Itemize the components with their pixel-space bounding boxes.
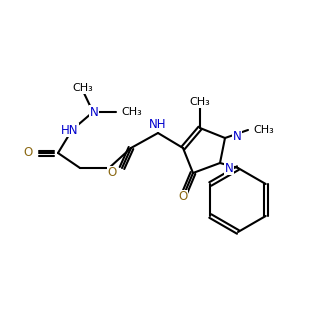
- Text: O: O: [24, 146, 33, 160]
- Text: CH₃: CH₃: [190, 97, 210, 107]
- Text: N: N: [225, 161, 234, 174]
- Text: O: O: [178, 191, 188, 203]
- Text: CH₃: CH₃: [253, 125, 274, 135]
- Text: O: O: [108, 166, 117, 179]
- Text: N: N: [233, 129, 242, 142]
- Text: CH₃: CH₃: [121, 107, 142, 117]
- Text: CH₃: CH₃: [73, 83, 94, 93]
- Text: HN: HN: [61, 123, 79, 137]
- Text: N: N: [90, 105, 98, 118]
- Text: NH: NH: [149, 118, 167, 132]
